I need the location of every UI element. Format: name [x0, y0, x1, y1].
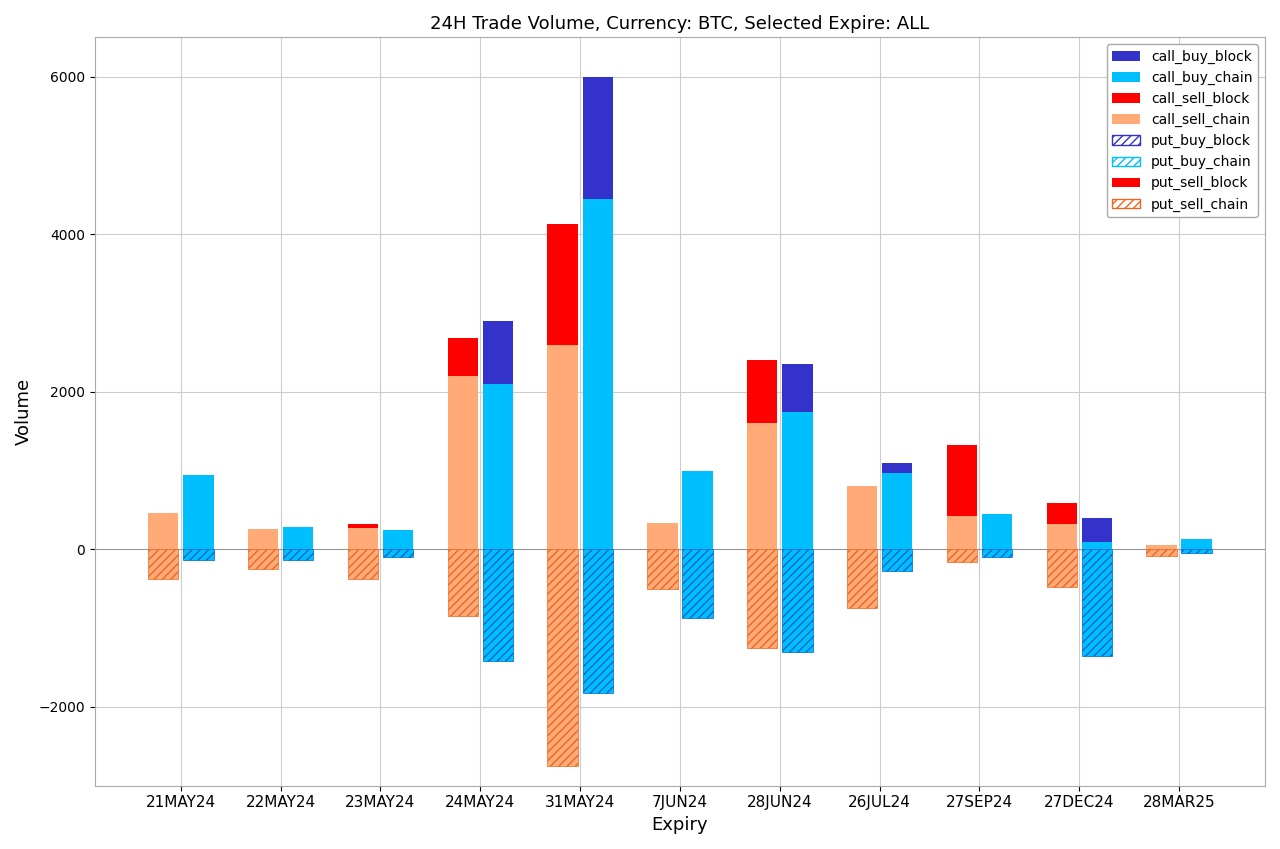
Bar — [1181, 539, 1212, 549]
Bar — [947, 516, 977, 549]
Bar — [283, 549, 314, 559]
Bar — [847, 486, 877, 549]
Bar — [348, 549, 378, 579]
Bar — [183, 475, 214, 549]
Bar — [248, 529, 278, 549]
Bar — [847, 549, 877, 609]
Bar — [748, 424, 777, 549]
Bar — [947, 549, 977, 562]
Bar — [947, 446, 977, 516]
Bar — [882, 549, 913, 571]
Bar — [1047, 503, 1076, 524]
Bar — [1147, 545, 1176, 549]
Bar — [483, 549, 513, 661]
Bar — [1082, 542, 1112, 549]
Bar — [982, 514, 1012, 549]
Bar — [1082, 518, 1112, 542]
Bar — [582, 199, 613, 549]
Bar — [548, 224, 577, 345]
Bar — [383, 530, 413, 549]
Bar — [782, 549, 813, 652]
Y-axis label: Volume: Volume — [15, 378, 33, 445]
Bar — [682, 549, 713, 618]
Bar — [582, 549, 613, 693]
Bar — [483, 384, 513, 549]
Bar — [1147, 549, 1176, 556]
Bar — [348, 524, 378, 528]
Bar — [548, 345, 577, 549]
Bar — [448, 376, 477, 549]
Bar — [782, 364, 813, 412]
Bar — [748, 360, 777, 424]
Bar — [483, 321, 513, 384]
Bar — [648, 523, 677, 549]
Bar — [1047, 549, 1076, 588]
Bar — [882, 463, 913, 473]
Bar — [548, 549, 577, 766]
Bar — [383, 549, 413, 557]
Bar — [348, 528, 378, 549]
Bar — [582, 76, 613, 199]
Bar — [1047, 524, 1076, 549]
Bar — [148, 549, 178, 579]
Bar — [982, 549, 1012, 557]
Bar — [148, 513, 178, 549]
Bar — [283, 527, 314, 549]
Bar — [183, 549, 214, 559]
Bar — [882, 473, 913, 549]
Bar — [248, 549, 278, 569]
Title: 24H Trade Volume, Currency: BTC, Selected Expire: ALL: 24H Trade Volume, Currency: BTC, Selecte… — [430, 15, 929, 33]
Bar — [1082, 549, 1112, 655]
Bar — [682, 470, 713, 549]
Bar — [748, 549, 777, 648]
Bar — [1181, 549, 1212, 554]
Bar — [448, 338, 477, 376]
X-axis label: Expiry: Expiry — [652, 816, 708, 834]
Bar — [648, 549, 677, 588]
Bar — [782, 412, 813, 549]
Bar — [448, 549, 477, 616]
Legend: call_buy_block, call_buy_chain, call_sell_block, call_sell_chain, put_buy_block,: call_buy_block, call_buy_chain, call_sel… — [1106, 44, 1258, 217]
